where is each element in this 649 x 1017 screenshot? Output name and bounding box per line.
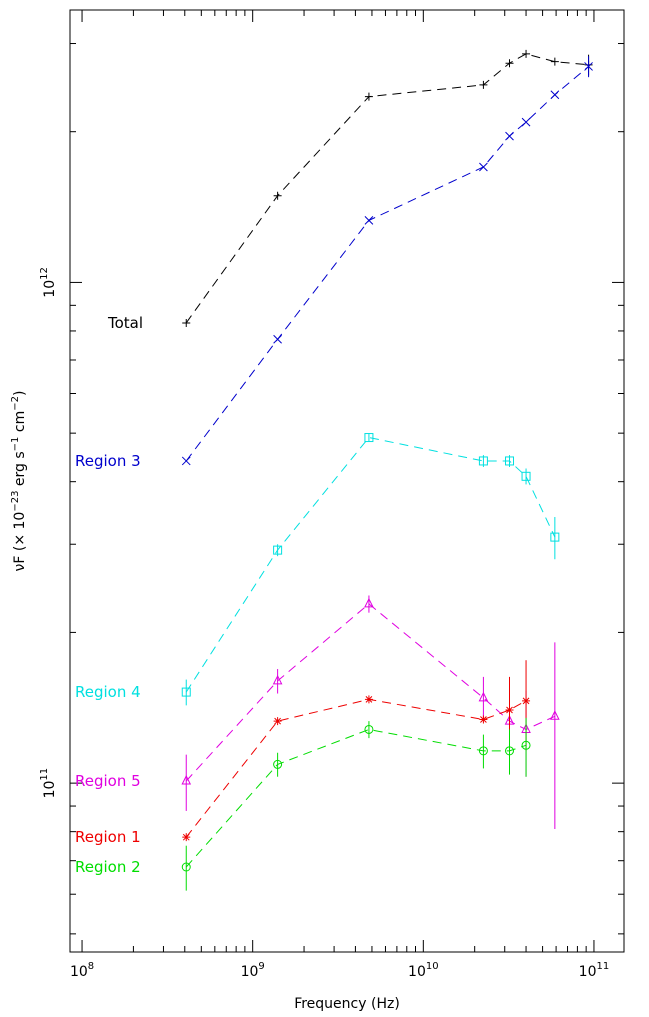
data-point — [364, 216, 374, 225]
plot-frame — [69, 9, 625, 953]
legend-label: Total — [107, 314, 143, 332]
series-layer — [181, 49, 593, 891]
data-point — [182, 833, 191, 842]
y-axis: 1011 1012 — [39, 43, 624, 935]
data-point — [181, 456, 191, 466]
data-point — [273, 545, 283, 555]
x-tick-label: 108 — [70, 961, 94, 980]
data-point — [364, 433, 374, 443]
y-label-exp1: −23 — [10, 491, 21, 512]
data-point — [273, 191, 282, 200]
y-axis-label: νF (× 10−23 erg s−1 cm−2) — [10, 391, 28, 572]
data-point — [273, 717, 282, 726]
y-label-mid: erg s — [12, 451, 28, 490]
series-0 — [182, 49, 593, 327]
legend-label: Region 4 — [75, 683, 141, 701]
data-point — [584, 62, 593, 71]
data-point — [479, 80, 488, 89]
data-point — [273, 759, 283, 769]
x-axis: 108 109 1010 1011 — [70, 10, 609, 980]
legend-label: Region 1 — [75, 828, 141, 846]
series-1 — [181, 56, 593, 466]
y-label-prefix: νF (× 10 — [12, 512, 28, 572]
x-tick-label: 1010 — [408, 961, 439, 980]
data-point — [505, 746, 515, 756]
series-line — [185, 436, 556, 693]
legend-label: Region 3 — [75, 452, 141, 470]
data-point — [521, 471, 531, 481]
x-tick-label: 109 — [241, 961, 265, 980]
x-tick-label: 1011 — [579, 961, 610, 980]
data-point — [364, 724, 374, 734]
series-line — [185, 66, 589, 462]
data-point — [273, 334, 282, 344]
series-line — [185, 603, 556, 782]
data-point — [478, 691, 489, 702]
y-tick-label: 1011 — [39, 768, 58, 799]
data-point — [364, 695, 373, 704]
data-point — [521, 117, 531, 127]
data-point — [182, 318, 191, 327]
data-point — [364, 597, 374, 608]
series-line — [185, 698, 527, 838]
data-point — [522, 696, 531, 705]
y-label-exp3: −2 — [10, 396, 21, 411]
data-point — [272, 674, 283, 685]
data-point — [550, 90, 560, 100]
data-point — [181, 774, 192, 785]
series-line — [185, 53, 589, 324]
y-label-exp2: −1 — [10, 437, 21, 452]
data-point — [478, 456, 488, 466]
y-label-suffix: ) — [12, 391, 28, 396]
series-line — [185, 728, 527, 868]
data-point — [505, 59, 514, 68]
data-point — [550, 57, 559, 66]
legend-label: Region 5 — [75, 772, 141, 790]
data-point — [550, 532, 560, 542]
data-point — [181, 862, 191, 872]
data-point — [505, 705, 514, 714]
data-point — [550, 710, 560, 720]
data-point — [505, 131, 514, 141]
inline-legend: Total Region 3 Region 4 Region 5 Region 1 Reg… — [75, 314, 143, 876]
series-4 — [182, 660, 531, 842]
x-axis-label: Frequency (Hz) — [294, 996, 400, 1012]
data-point — [479, 715, 488, 724]
data-point — [478, 746, 488, 756]
data-point — [521, 740, 531, 750]
data-point — [505, 456, 515, 466]
legend-label: Region 2 — [75, 858, 141, 876]
data-point — [522, 49, 531, 58]
series-2 — [181, 433, 560, 706]
data-point — [364, 92, 373, 101]
y-tick-label: 1012 — [39, 267, 58, 298]
data-point — [181, 687, 191, 697]
y-label-mid2: cm — [12, 411, 28, 437]
data-point — [479, 162, 488, 172]
series-5 — [181, 717, 531, 891]
